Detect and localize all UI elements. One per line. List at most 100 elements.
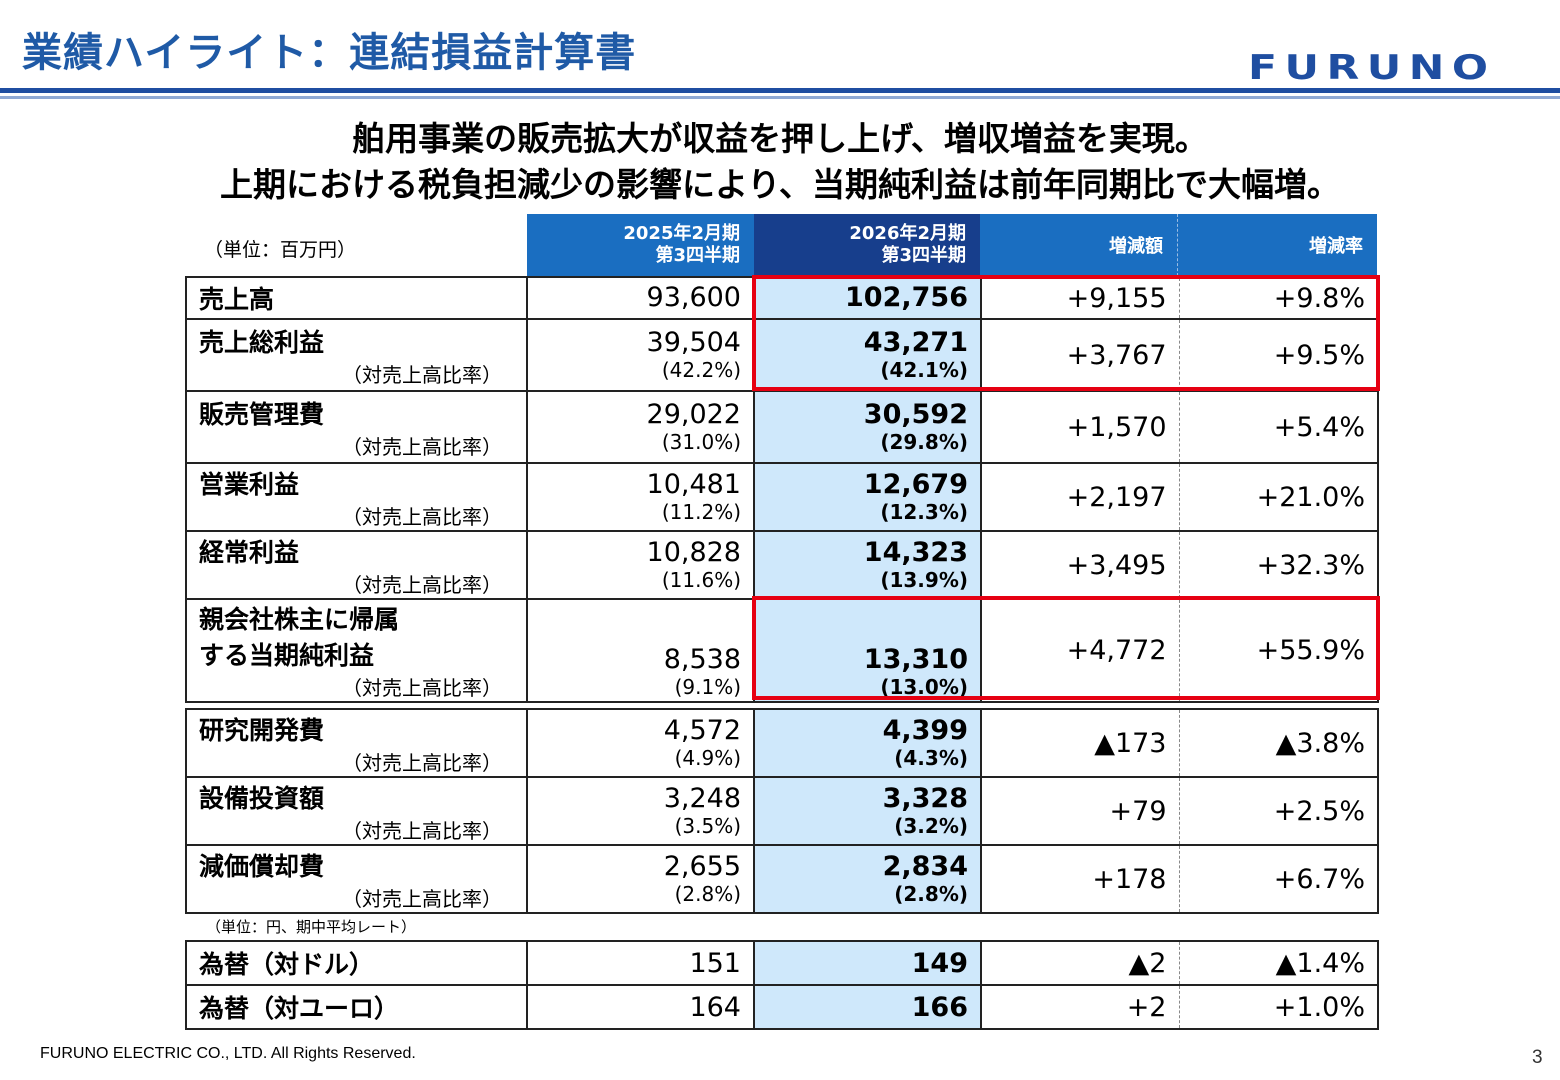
column-header-prev-line1: 2025年2月期: [623, 223, 740, 244]
prev-ratio: (11.6%): [661, 568, 741, 592]
row-label: 売上総利益: [199, 327, 325, 357]
row-label: 売上高: [199, 285, 275, 314]
column-header-rate: 増減率: [1178, 214, 1377, 276]
prev-value: 29,022: [646, 399, 741, 430]
prev-value: 10,481: [646, 469, 741, 500]
curr-value: 43,271: [863, 327, 968, 358]
curr-value: 12,679: [863, 469, 968, 500]
diff-value: +9,155: [980, 276, 1180, 320]
table-row: 売上高 93,600 102,756 +9,155 +9.8%: [185, 276, 1379, 320]
curr-ratio: (29.8%): [880, 430, 968, 454]
column-header-curr-line2: 第3四半期: [881, 245, 966, 266]
prev-ratio: (3.5%): [674, 814, 741, 838]
curr-ratio: (13.9%): [880, 568, 968, 592]
column-header-prev: 2025年2月期 第3四半期: [527, 214, 754, 276]
curr-ratio: (12.3%): [880, 500, 968, 524]
diff-value: +178: [980, 844, 1180, 914]
headline-line-2: 上期における税負担減少の影響により、当期純利益は前年同期比で大幅増。: [219, 165, 1341, 204]
table-row: 為替（対ユーロ） 164 166 +2 +1.0%: [185, 984, 1379, 1030]
furuno-logo: FURUNO: [1248, 48, 1496, 88]
table-row: 経常利益 （対売上高比率） 10,828 (11.6%) 14,323 (13.9%)…: [185, 530, 1379, 600]
curr-value: 102,756: [845, 282, 968, 313]
copyright-footer: FURUNO ELECTRIC CO., LTD. All Rights Res…: [40, 1045, 416, 1062]
page-number: 3: [1532, 1047, 1543, 1068]
rate-value: ▲3.8%: [1178, 708, 1379, 778]
row-label: 減価償却費: [199, 851, 325, 881]
column-header-prev-line2: 第3四半期: [655, 245, 740, 266]
row-label: 販売管理費: [199, 399, 325, 429]
curr-ratio: (3.2%): [894, 814, 968, 838]
ratio-label: （対売上高比率）: [342, 886, 502, 911]
prev-ratio: (2.8%): [674, 882, 741, 906]
rate-value: +1.0%: [1178, 984, 1379, 1030]
ratio-label: （対売上高比率）: [342, 676, 502, 700]
rate-value: +21.0%: [1178, 462, 1379, 532]
ratio-label: （対売上高比率）: [342, 572, 502, 597]
table-row: 為替（対ドル） 151 149 ▲2 ▲1.4%: [185, 940, 1379, 986]
rate-value: +32.3%: [1178, 530, 1379, 600]
prev-ratio: (42.2%): [661, 358, 741, 382]
ratio-label: （対売上高比率）: [342, 504, 502, 529]
prev-value: 2,655: [663, 851, 741, 882]
prev-value: 93,600: [646, 282, 741, 313]
curr-ratio: (13.0%): [880, 675, 968, 699]
fx-table: 為替（対ドル） 151 149 ▲2 ▲1.4% 為替（対ユーロ） 164 16…: [185, 940, 1379, 1030]
prev-value: 4,572: [663, 715, 741, 746]
curr-value: 166: [753, 984, 982, 1030]
row-label: 経常利益: [199, 537, 300, 567]
unit-label: （単位：百万円）: [204, 239, 357, 261]
curr-value: 30,592: [863, 399, 968, 430]
prev-value: 39,504: [646, 327, 741, 358]
ratio-label: （対売上高比率）: [342, 362, 502, 387]
curr-ratio: (2.8%): [894, 882, 968, 906]
column-header-curr: 2026年2月期 第3四半期: [754, 214, 980, 276]
prev-value: 3,248: [663, 783, 741, 814]
curr-value: 13,310: [863, 644, 968, 675]
curr-ratio: (42.1%): [880, 358, 968, 382]
ratio-label: （対売上高比率）: [342, 750, 502, 775]
expense-table: 研究開発費 （対売上高比率） 4,572 (4.9%) 4,399 (4.3%) ▲1…: [185, 708, 1379, 914]
diff-value: +79: [980, 776, 1180, 846]
row-label-line1: 親会社株主に帰属: [199, 605, 400, 634]
table-row: 売上総利益 （対売上高比率） 39,504 (42.2%) 43,271 (42.1%…: [185, 318, 1379, 392]
row-label: 研究開発費: [199, 715, 325, 745]
prev-value: 151: [526, 940, 755, 986]
header-divider: [0, 88, 1560, 93]
table-row: 親会社株主に帰属 する当期純利益 （対売上高比率） 8,538 (9.1%) 13,3…: [185, 598, 1379, 703]
diff-value: +4,772: [980, 598, 1180, 703]
table-row: 設備投資額 （対売上高比率） 3,248 (3.5%) 3,328 (3.2%) +7…: [185, 776, 1379, 846]
page-title: 業績ハイライト：連結損益計算書: [22, 30, 637, 76]
row-label: 為替（対ユーロ）: [199, 994, 400, 1023]
diff-value: +1,570: [980, 390, 1180, 464]
row-label: 設備投資額: [199, 783, 325, 813]
diff-value: +2,197: [980, 462, 1180, 532]
table-row: 減価償却費 （対売上高比率） 2,655 (2.8%) 2,834 (2.8%) +1…: [185, 844, 1379, 914]
curr-ratio: (4.3%): [894, 746, 968, 770]
rate-value: +2.5%: [1178, 776, 1379, 846]
column-header-diff: 増減額: [980, 214, 1178, 276]
prev-value: 164: [526, 984, 755, 1030]
curr-value: 14,323: [863, 537, 968, 568]
table-row: 研究開発費 （対売上高比率） 4,572 (4.9%) 4,399 (4.3%) ▲1…: [185, 708, 1379, 778]
curr-value: 3,328: [882, 783, 968, 814]
rate-value: +9.8%: [1178, 276, 1379, 320]
prev-value: 8,538: [663, 644, 741, 675]
header-divider-light: [0, 96, 1560, 99]
headline-line-1: 舶用事業の販売拡大が収益を押し上げ、増収増益を実現。: [352, 119, 1208, 158]
prev-ratio: (4.9%): [674, 746, 741, 770]
prev-ratio: (31.0%): [661, 430, 741, 454]
rate-value: +9.5%: [1178, 318, 1379, 392]
prev-value: 10,828: [646, 537, 741, 568]
rate-value: +55.9%: [1178, 598, 1379, 703]
curr-value: 4,399: [882, 715, 968, 746]
curr-value: 2,834: [882, 851, 968, 882]
column-header-curr-line1: 2026年2月期: [849, 223, 966, 244]
row-label-line2: する当期純利益: [199, 641, 375, 670]
table-row: 販売管理費 （対売上高比率） 29,022 (31.0%) 30,592 (29.8%…: [185, 390, 1379, 464]
diff-value: ▲2: [980, 940, 1180, 986]
row-label: 為替（対ドル）: [199, 950, 375, 979]
diff-value: +3,767: [980, 318, 1180, 392]
rate-value: ▲1.4%: [1178, 940, 1379, 986]
diff-value: +2: [980, 984, 1180, 1030]
curr-value: 149: [753, 940, 982, 986]
